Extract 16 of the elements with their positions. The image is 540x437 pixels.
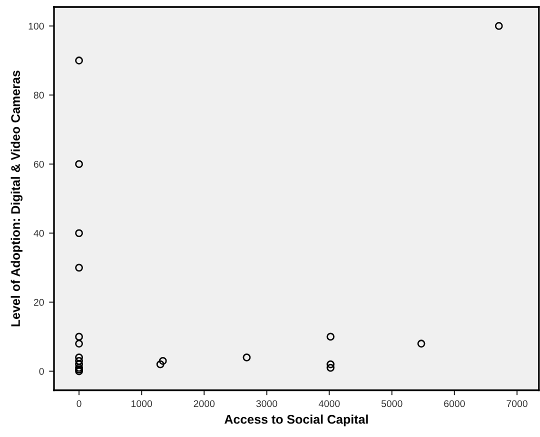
- x-tick-label: 5000: [381, 400, 402, 408]
- y-tick-label: 80: [34, 92, 44, 99]
- y-tick-label: 100: [28, 22, 44, 30]
- x-axis-title: Access to Social Capital: [224, 414, 368, 426]
- x-tick-label: 1000: [132, 400, 152, 408]
- y-axis-title: Level of Adoption: Digital & Video Cameras: [10, 70, 23, 326]
- x-tick-label: 3000: [256, 400, 278, 408]
- x-tick-label: 0: [76, 400, 82, 408]
- y-tick-label: 0: [39, 368, 44, 375]
- y-tick-label: 40: [34, 230, 44, 237]
- x-tick-label: 4000: [318, 400, 340, 408]
- y-tick-label: 20: [34, 298, 44, 306]
- x-tick-label: 6000: [444, 400, 465, 408]
- y-tick-label: 60: [34, 160, 44, 168]
- x-tick-label: 2000: [194, 400, 215, 408]
- x-tick-label: 7000: [506, 400, 528, 408]
